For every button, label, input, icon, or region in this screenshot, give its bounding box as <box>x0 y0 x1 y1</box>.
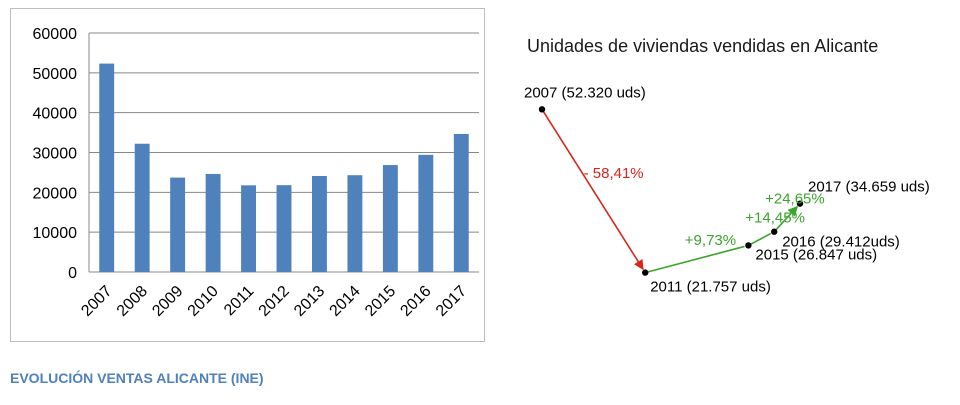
x-tick-label: 2007 <box>78 283 115 320</box>
bar <box>347 175 363 272</box>
bar <box>382 165 398 272</box>
x-tick-label: 2016 <box>397 283 434 320</box>
change-arrow <box>748 232 772 247</box>
point-label: 2016 (29.412uds) <box>782 234 900 251</box>
bar <box>241 185 256 272</box>
bar <box>276 185 292 272</box>
x-tick-label: 2010 <box>185 283 222 320</box>
bar <box>453 133 469 272</box>
point-label: 2011 (21.757 uds) <box>650 279 771 296</box>
change-label: +9,73% <box>685 232 736 249</box>
x-tick-label: 2009 <box>149 283 186 320</box>
change-label: +14,45% <box>745 210 805 227</box>
bar <box>170 177 186 272</box>
chart-caption: EVOLUCIÓN VENTAS ALICANTE (INE) <box>10 370 264 386</box>
data-point <box>538 106 546 113</box>
x-tick-label: 2011 <box>221 283 257 319</box>
bar-chart: 0100002000030000400005000060000200720082… <box>33 26 479 320</box>
change-arrow <box>773 205 798 233</box>
y-tick-label: 20000 <box>33 185 78 202</box>
bar <box>418 154 434 272</box>
point-label: 2007 (52.320 uds) <box>524 84 646 101</box>
point-label: 2017 (34.659 uds) <box>808 179 930 196</box>
bar-chart-frame: 0 10000 20000 30000 40000 50000 60000 2007 2008 2… <box>10 8 485 342</box>
x-tick-label: 2014 <box>327 283 364 320</box>
y-tick-label: 30000 <box>33 146 78 163</box>
point-label: 2015 (26.847 uds) <box>755 246 877 263</box>
x-tick-label: 2013 <box>291 283 328 320</box>
y-tick-label: 50000 <box>33 66 78 83</box>
data-point <box>796 200 804 207</box>
change-arrow <box>644 245 745 274</box>
y-tick-label: 40000 <box>33 106 78 123</box>
x-tick-label: 2017 <box>433 283 470 320</box>
bar <box>134 143 150 272</box>
change-label: +24,65% <box>765 191 825 208</box>
sales-change-diagram: Unidades de viviendas vendidas en Alican… <box>500 20 960 320</box>
diagram-title: Unidades de viviendas vendidas en Alican… <box>527 36 878 56</box>
change-arrow <box>541 108 644 271</box>
y-tick-label: 0 <box>68 265 77 282</box>
data-point <box>642 269 649 276</box>
x-tick-label: 2008 <box>114 283 151 320</box>
x-tick-label: 2012 <box>256 283 293 320</box>
sales-change-chart: Unidades de viviendas vendidas en Alican… <box>524 36 930 296</box>
bar <box>312 176 327 272</box>
data-point <box>745 242 752 249</box>
change-label: - 58,41% <box>584 165 644 182</box>
y-tick-label: 60000 <box>33 26 78 43</box>
data-point <box>771 228 778 235</box>
bar <box>205 174 221 272</box>
bar <box>99 63 115 273</box>
x-tick-label: 2015 <box>362 283 399 320</box>
y-tick-label: 10000 <box>33 225 78 242</box>
